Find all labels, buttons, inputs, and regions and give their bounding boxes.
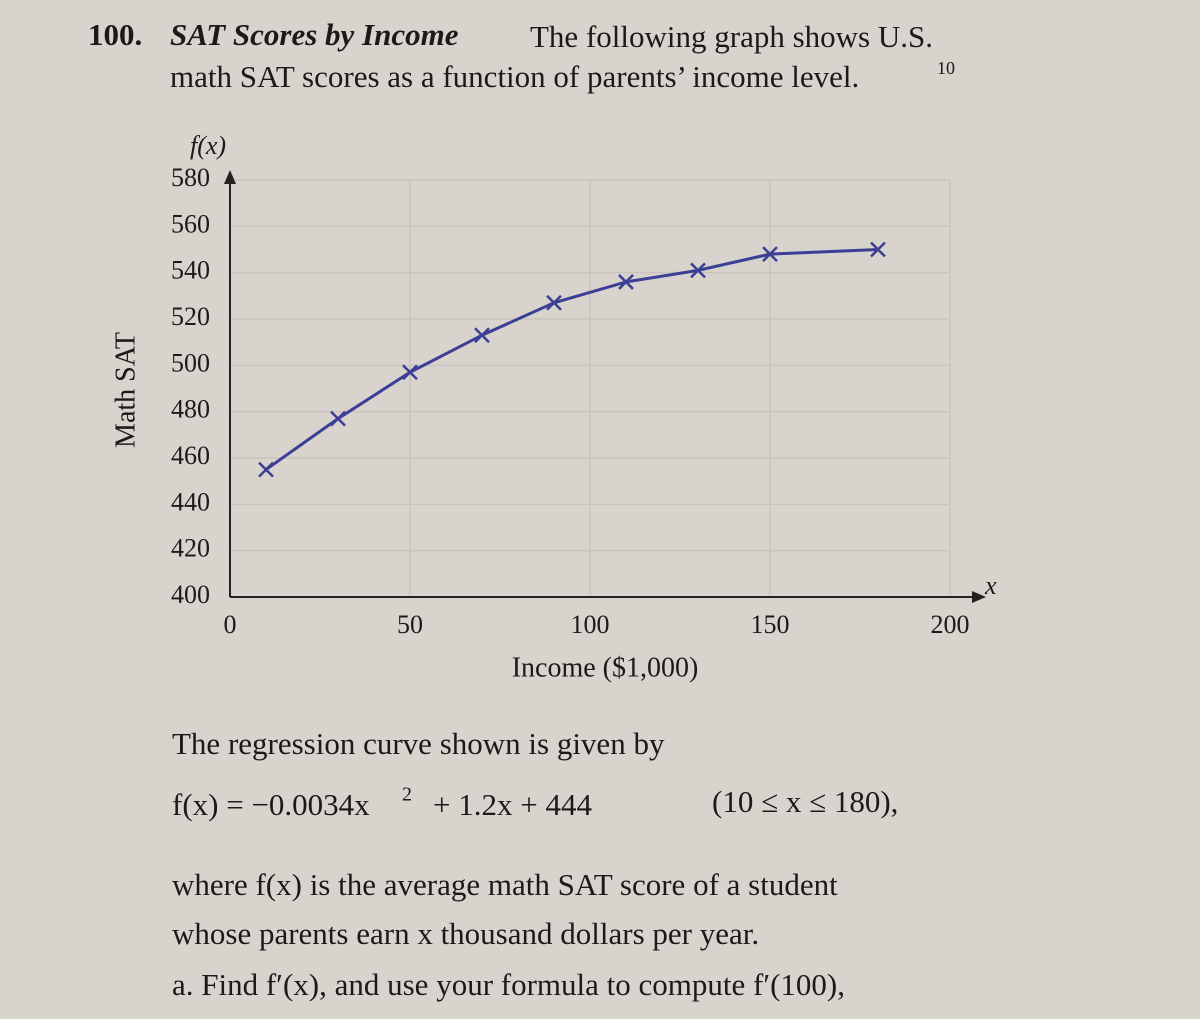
y-tick-label: 480 xyxy=(171,395,210,424)
data-point xyxy=(474,327,490,344)
x-tick-label: 200 xyxy=(931,610,970,639)
y-tick-label: 520 xyxy=(171,302,210,331)
text-line: The regression curve shown is given by xyxy=(172,726,665,761)
text-line: where f(x) is the average math SAT score… xyxy=(172,867,838,902)
y-tick-label: 420 xyxy=(171,534,210,563)
plot: 400 420 440 460 480 500 520 540 560 580 0 50 100 150 2… xyxy=(171,163,986,639)
y-tick-label: 540 xyxy=(171,256,210,285)
y-axis-arrow xyxy=(224,170,236,184)
y-tick-label: 500 xyxy=(171,348,210,377)
y-tick-label: 460 xyxy=(171,441,210,470)
x-tick-label: 150 xyxy=(751,610,790,639)
problem-heading: SAT Scores by Income xyxy=(170,17,459,52)
y-tick-label: 400 xyxy=(171,580,210,609)
footnote: 10 xyxy=(937,58,955,78)
x-axis-label: Income ($1,000) xyxy=(512,652,699,683)
y-axis-name: f(x) xyxy=(190,131,226,160)
x-tick-label: 100 xyxy=(571,610,610,639)
data-point xyxy=(618,274,634,290)
formula: + 1.2x + 444 xyxy=(433,787,592,822)
x-tick-label: 50 xyxy=(397,610,423,639)
data-point xyxy=(258,461,274,478)
formula: f(x) = −0.0034x xyxy=(172,787,370,822)
data-point xyxy=(546,294,562,311)
intro-line: The following graph shows U.S. xyxy=(530,19,933,54)
x-axis-arrow xyxy=(972,591,986,603)
formula-exponent: 2 xyxy=(402,784,412,806)
data-line xyxy=(265,248,879,471)
data-point xyxy=(330,410,346,427)
text-line: a. Find f′(x), and use your formula to c… xyxy=(172,967,845,1002)
x-axis-name: x xyxy=(984,571,997,600)
y-tick-label: 560 xyxy=(171,209,210,238)
formula-domain: (10 ≤ x ≤ 180), xyxy=(712,784,898,819)
data-point xyxy=(870,241,886,258)
data-point xyxy=(690,262,706,279)
intro-line: math SAT scores as a function of parents… xyxy=(170,59,859,94)
y-axis-label: Math SAT xyxy=(110,332,141,448)
data-point xyxy=(762,246,778,263)
y-tick-label: 580 xyxy=(171,163,210,192)
y-tick-label: 440 xyxy=(171,487,210,516)
data-point xyxy=(402,364,418,381)
text-line: whose parents earn x thousand dollars pe… xyxy=(172,916,759,951)
x-tick-label: 0 xyxy=(224,610,237,639)
problem-number: 100. xyxy=(88,17,142,52)
